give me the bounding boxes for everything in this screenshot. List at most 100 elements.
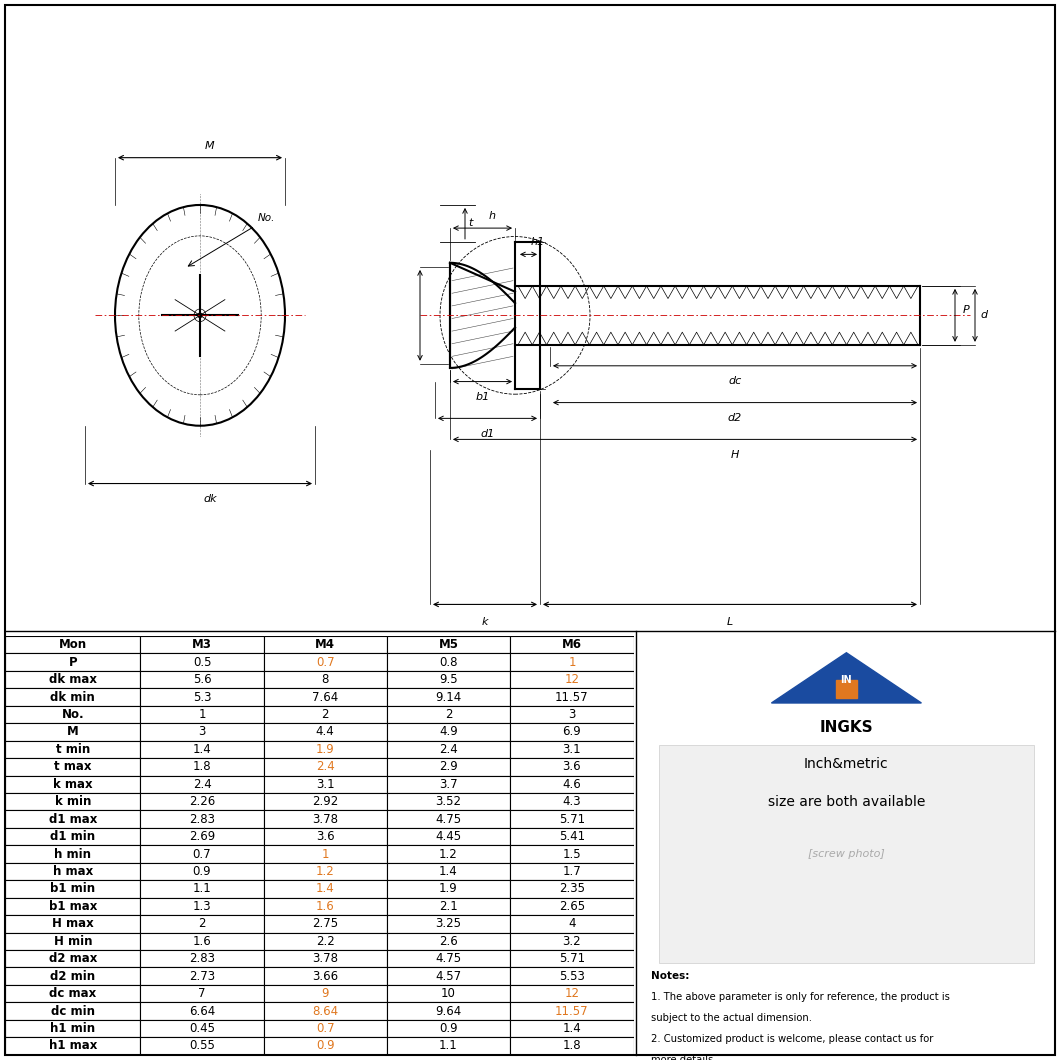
Text: 0.9: 0.9: [316, 1040, 335, 1053]
Text: M: M: [67, 725, 78, 739]
Text: 2.83: 2.83: [189, 813, 215, 826]
Text: 2.65: 2.65: [559, 900, 585, 913]
FancyBboxPatch shape: [140, 758, 264, 776]
FancyBboxPatch shape: [5, 915, 140, 933]
FancyBboxPatch shape: [264, 741, 387, 758]
Text: P: P: [69, 656, 77, 669]
FancyBboxPatch shape: [5, 950, 140, 968]
Text: 2. Customized product is welcome, please contact us for: 2. Customized product is welcome, please…: [651, 1034, 933, 1044]
FancyBboxPatch shape: [510, 793, 634, 811]
FancyBboxPatch shape: [264, 776, 387, 793]
FancyBboxPatch shape: [510, 1020, 634, 1038]
Text: 7: 7: [198, 987, 206, 1001]
Text: 1.9: 1.9: [439, 883, 458, 896]
FancyBboxPatch shape: [140, 915, 264, 933]
FancyBboxPatch shape: [510, 985, 634, 1003]
Text: M: M: [206, 141, 215, 152]
Text: 3: 3: [198, 725, 206, 739]
Text: 1: 1: [568, 656, 576, 669]
FancyBboxPatch shape: [5, 688, 140, 706]
Text: 2.26: 2.26: [189, 795, 215, 808]
FancyBboxPatch shape: [510, 1003, 634, 1020]
FancyBboxPatch shape: [264, 1020, 387, 1038]
FancyBboxPatch shape: [387, 950, 510, 968]
FancyBboxPatch shape: [510, 706, 634, 723]
Text: 2.4: 2.4: [193, 778, 211, 791]
FancyBboxPatch shape: [264, 793, 387, 811]
FancyBboxPatch shape: [510, 688, 634, 706]
FancyBboxPatch shape: [387, 898, 510, 915]
Text: 0.7: 0.7: [316, 656, 335, 669]
Text: k max: k max: [53, 778, 92, 791]
FancyBboxPatch shape: [264, 950, 387, 968]
FancyBboxPatch shape: [510, 968, 634, 985]
Text: t max: t max: [54, 760, 91, 774]
FancyBboxPatch shape: [264, 863, 387, 880]
FancyBboxPatch shape: [140, 653, 264, 671]
FancyBboxPatch shape: [140, 811, 264, 828]
Text: t: t: [469, 218, 473, 228]
Text: 3.78: 3.78: [313, 952, 338, 966]
Text: t min: t min: [56, 743, 90, 756]
FancyBboxPatch shape: [140, 968, 264, 985]
FancyBboxPatch shape: [387, 1003, 510, 1020]
FancyBboxPatch shape: [5, 863, 140, 880]
FancyBboxPatch shape: [264, 671, 387, 688]
FancyBboxPatch shape: [5, 741, 140, 758]
Text: 2.9: 2.9: [439, 760, 458, 774]
Text: 6.64: 6.64: [189, 1005, 215, 1018]
FancyBboxPatch shape: [510, 1038, 634, 1055]
Text: M6: M6: [562, 638, 582, 651]
Text: 0.7: 0.7: [193, 848, 211, 861]
FancyBboxPatch shape: [387, 653, 510, 671]
Text: h1: h1: [530, 237, 545, 247]
FancyBboxPatch shape: [387, 688, 510, 706]
Text: 2.75: 2.75: [313, 917, 338, 931]
FancyBboxPatch shape: [510, 653, 634, 671]
FancyBboxPatch shape: [264, 688, 387, 706]
Text: 5.6: 5.6: [193, 673, 211, 686]
Text: 1.4: 1.4: [563, 1022, 581, 1035]
FancyBboxPatch shape: [140, 688, 264, 706]
FancyBboxPatch shape: [5, 706, 140, 723]
Text: 0.9: 0.9: [439, 1022, 458, 1035]
Circle shape: [194, 310, 206, 321]
Text: d1 max: d1 max: [49, 813, 98, 826]
FancyBboxPatch shape: [387, 776, 510, 793]
FancyBboxPatch shape: [510, 776, 634, 793]
Text: 1: 1: [198, 708, 206, 721]
FancyBboxPatch shape: [5, 985, 140, 1003]
FancyBboxPatch shape: [510, 863, 634, 880]
FancyBboxPatch shape: [387, 706, 510, 723]
Text: dc min: dc min: [51, 1005, 95, 1018]
Text: size are both available: size are both available: [767, 795, 925, 809]
FancyBboxPatch shape: [264, 898, 387, 915]
FancyBboxPatch shape: [510, 758, 634, 776]
FancyBboxPatch shape: [5, 776, 140, 793]
Text: 0.5: 0.5: [193, 656, 211, 669]
Text: 0.55: 0.55: [189, 1040, 215, 1053]
Text: 2: 2: [321, 708, 329, 721]
Text: dk min: dk min: [51, 690, 95, 704]
FancyBboxPatch shape: [836, 681, 856, 697]
Text: 4.45: 4.45: [436, 830, 461, 843]
FancyBboxPatch shape: [5, 933, 140, 950]
Text: 1.4: 1.4: [193, 743, 211, 756]
FancyBboxPatch shape: [5, 671, 140, 688]
Text: k min: k min: [55, 795, 91, 808]
Text: 8: 8: [321, 673, 329, 686]
FancyBboxPatch shape: [264, 636, 387, 653]
Text: M4: M4: [315, 638, 335, 651]
FancyBboxPatch shape: [5, 653, 140, 671]
Text: 1.7: 1.7: [563, 865, 581, 878]
FancyBboxPatch shape: [264, 1038, 387, 1055]
Text: 2.69: 2.69: [189, 830, 215, 843]
FancyBboxPatch shape: [140, 985, 264, 1003]
Text: 1.9: 1.9: [316, 743, 335, 756]
FancyBboxPatch shape: [387, 741, 510, 758]
FancyBboxPatch shape: [140, 846, 264, 863]
FancyBboxPatch shape: [5, 723, 140, 741]
Text: 1.8: 1.8: [563, 1040, 581, 1053]
Text: M3: M3: [192, 638, 212, 651]
Text: 2.73: 2.73: [189, 970, 215, 983]
